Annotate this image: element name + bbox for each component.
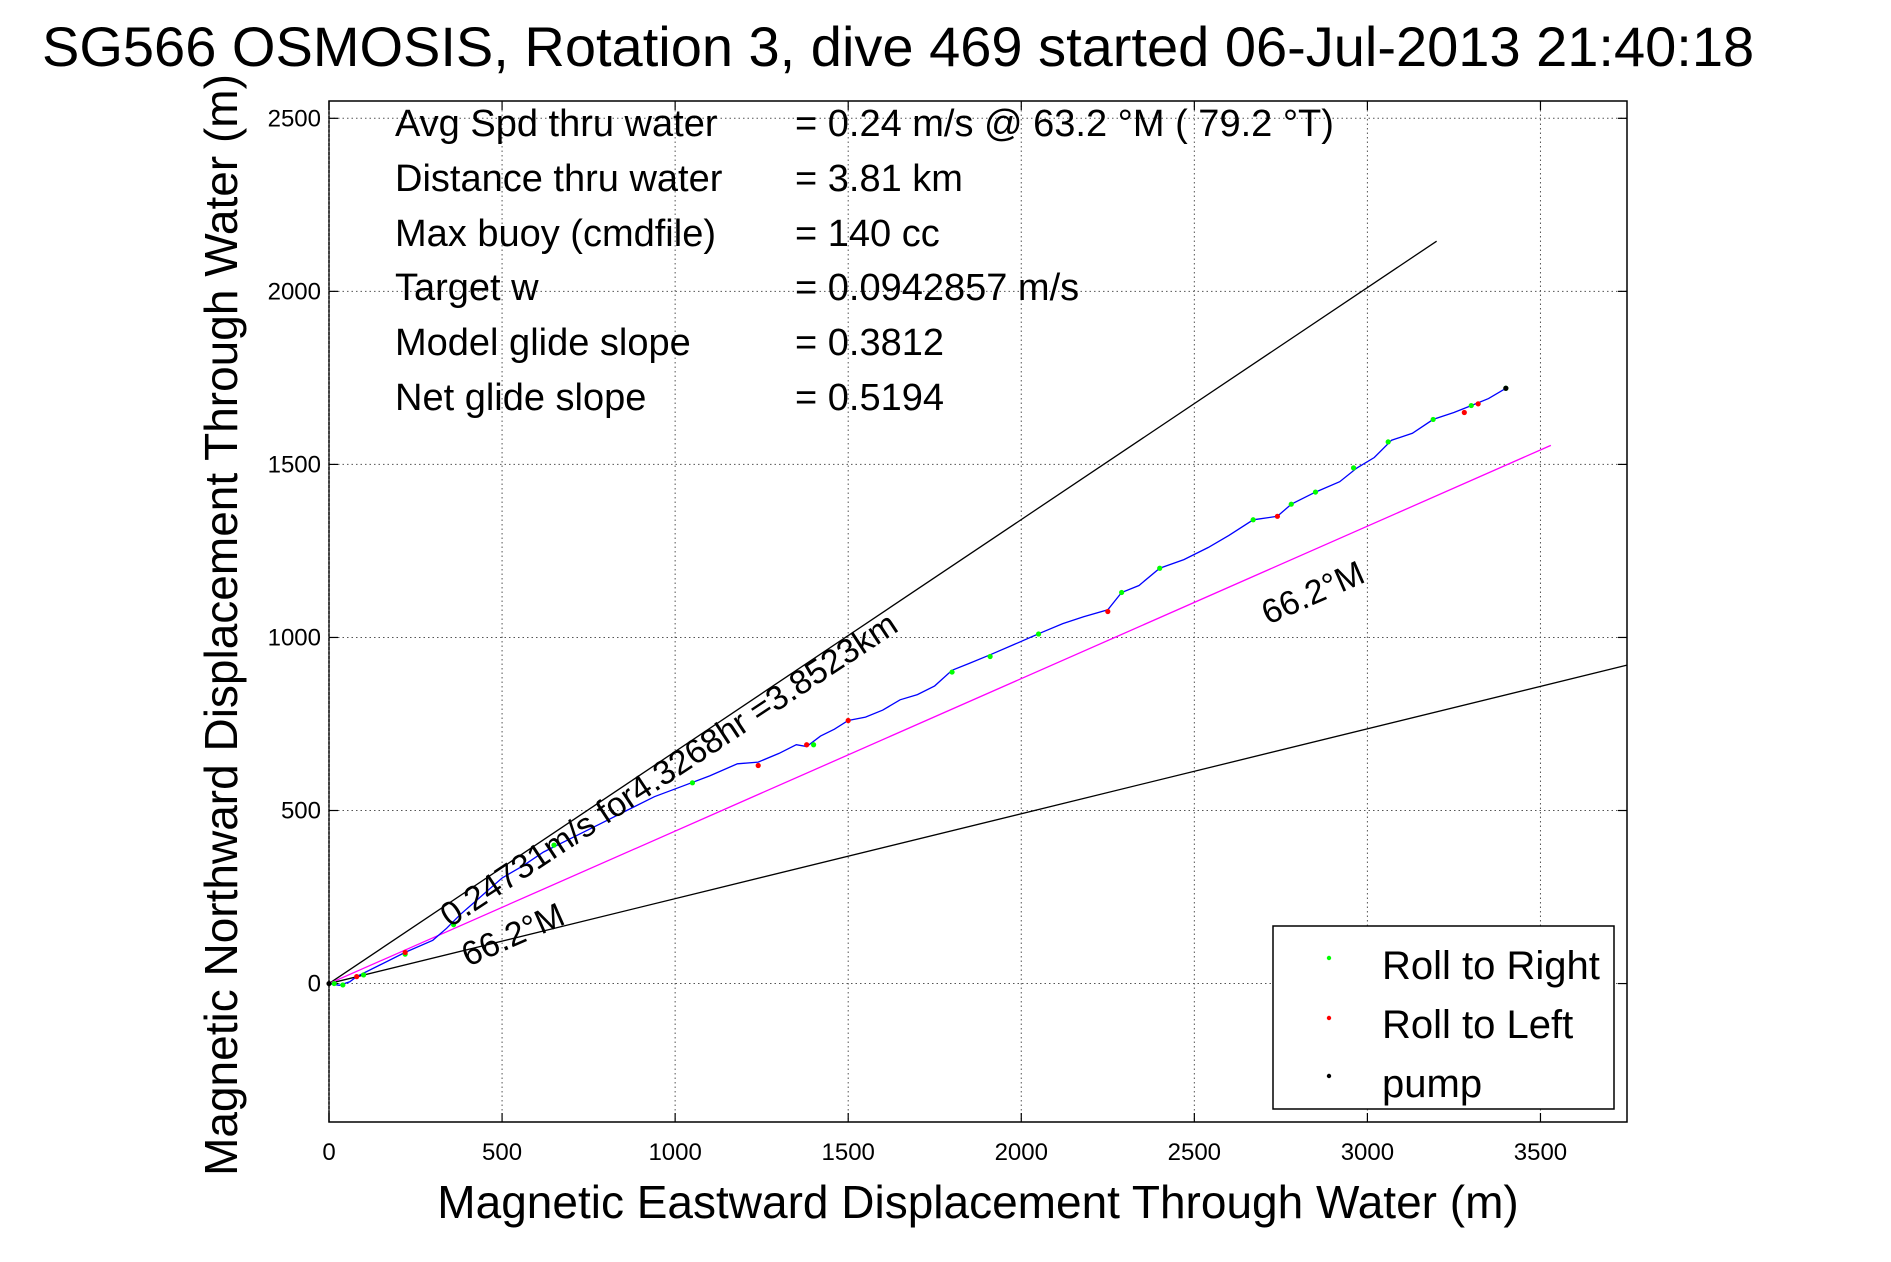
x-tick-label: 3500 xyxy=(1514,1139,1567,1166)
x-axis-label: Magnetic Eastward Displacement Through W… xyxy=(437,1176,1518,1228)
point-roll-to-right xyxy=(810,742,817,748)
x-tick-label: 2000 xyxy=(995,1139,1048,1166)
point-roll-to-right xyxy=(451,922,457,928)
info-value-target-w: = 0.0942857 m/s xyxy=(795,267,1079,309)
point-roll-to-right xyxy=(340,982,346,988)
point-roll-to-left xyxy=(755,762,761,769)
point-roll-to-left xyxy=(1475,401,1481,407)
data-points xyxy=(326,385,1509,988)
legend-marker-pump xyxy=(1326,1073,1332,1079)
point-roll-to-left xyxy=(845,717,851,724)
point-roll-to-right xyxy=(987,653,993,660)
y-tick-label: 1500 xyxy=(268,451,321,478)
upper-bound-line xyxy=(328,240,1437,985)
point-roll-to-left xyxy=(1461,409,1467,416)
y-axis-label: Magnetic Northward Displacement Through … xyxy=(195,74,247,1176)
x-tick-label: 1000 xyxy=(648,1139,701,1166)
point-roll-to-right xyxy=(1157,565,1163,571)
reference-lines xyxy=(328,240,1628,985)
x-tick-label: 500 xyxy=(482,1139,522,1166)
info-label-model-glide: Model glide slope xyxy=(395,322,691,364)
x-tick-label: 1500 xyxy=(822,1139,875,1166)
legend: Roll to Right Roll to Left pump xyxy=(1272,925,1615,1110)
point-roll-to-left xyxy=(354,974,360,980)
x-axis-ticks: 0 500 1000 1500 2000 2500 3000 3500 xyxy=(322,101,1567,1166)
point-roll-to-right xyxy=(1119,589,1125,596)
info-value-net-glide: = 0.5194 xyxy=(795,377,944,419)
info-block: Avg Spd thru water = 0.24 m/s @ 63.2 °M … xyxy=(395,103,1334,419)
heading-line-line xyxy=(328,444,1552,985)
y-axis-ticks: 0 500 1000 1500 2000 2500 xyxy=(268,105,1627,998)
legend-marker-roll-left xyxy=(1326,1015,1332,1021)
y-tick-label: 2000 xyxy=(268,278,321,305)
info-label-net-glide: Net glide slope xyxy=(395,377,646,419)
point-pump xyxy=(1503,385,1509,391)
info-value-max-buoy: = 140 cc xyxy=(795,213,940,255)
point-roll-to-right xyxy=(1430,416,1436,423)
point-roll-to-right xyxy=(1312,489,1319,495)
info-label-avg-spd: Avg Spd thru water xyxy=(395,103,718,145)
point-roll-to-right xyxy=(1288,501,1294,507)
info-label-max-buoy: Max buoy (cmdfile) xyxy=(395,213,716,255)
point-roll-to-left xyxy=(804,742,810,748)
point-roll-to-right xyxy=(1035,631,1042,637)
x-tick-label: 0 xyxy=(322,1139,335,1166)
point-roll-to-left xyxy=(1105,608,1111,615)
point-roll-to-right xyxy=(1385,439,1391,445)
legend-label-roll-left: Roll to Left xyxy=(1382,1003,1573,1047)
y-tick-label: 0 xyxy=(308,971,321,998)
point-roll-to-right xyxy=(1250,517,1256,523)
point-roll-to-right xyxy=(551,842,557,848)
point-roll-to-right xyxy=(949,669,955,675)
info-label-distance: Distance thru water xyxy=(395,158,723,200)
chart-title: SG566 OSMOSIS, Rotation 3, dive 469 star… xyxy=(42,15,1754,78)
point-roll-to-right xyxy=(689,780,696,786)
info-value-model-glide: = 0.3812 xyxy=(795,322,944,364)
lower-bound-line xyxy=(328,664,1628,985)
legend-label-pump: pump xyxy=(1382,1062,1482,1106)
point-roll-to-right xyxy=(1468,402,1474,409)
point-roll-to-right xyxy=(1350,465,1357,471)
y-tick-label: 1000 xyxy=(268,624,321,651)
legend-label-roll-right: Roll to Right xyxy=(1382,944,1600,988)
x-tick-label: 3000 xyxy=(1341,1139,1394,1166)
point-roll-to-right xyxy=(331,980,337,987)
point-roll-to-left xyxy=(402,949,408,956)
x-tick-label: 2500 xyxy=(1168,1139,1221,1166)
legend-marker-roll-right xyxy=(1326,955,1332,961)
y-tick-label: 500 xyxy=(281,798,321,825)
y-tick-label: 2500 xyxy=(268,105,321,132)
point-roll-to-right xyxy=(361,972,367,978)
point-pump xyxy=(326,980,332,987)
info-value-distance: = 3.81 km xyxy=(795,158,963,200)
info-value-avg-spd: = 0.24 m/s @ 63.2 °M ( 79.2 °T) xyxy=(795,103,1334,145)
point-roll-to-left xyxy=(1274,513,1281,519)
info-label-target-w: Target w xyxy=(395,267,539,309)
